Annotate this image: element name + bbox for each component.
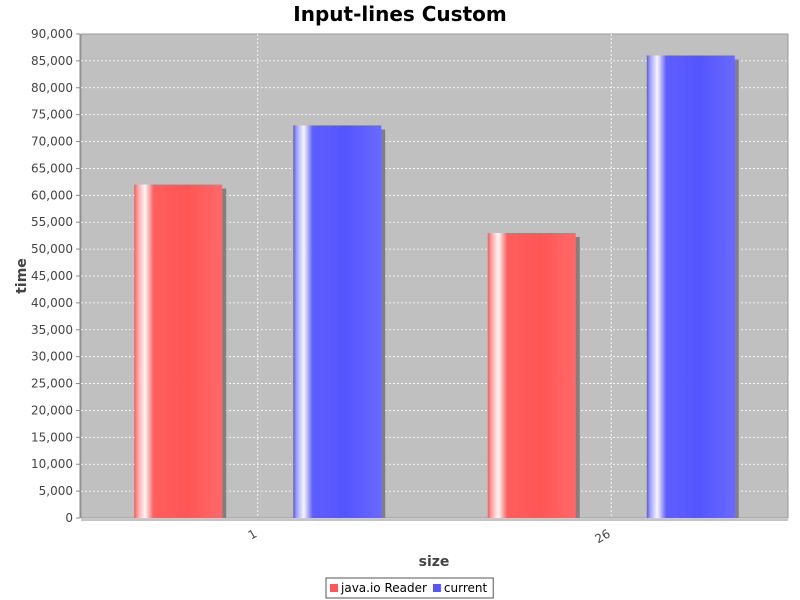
legend-box (325, 577, 494, 599)
y-tick-label: 50,000 (31, 242, 73, 256)
bars (134, 55, 739, 519)
bar-current-26 (646, 55, 735, 519)
x-axis: 1 26 (81, 519, 788, 546)
bar-java-io-reader-1 (134, 184, 223, 519)
y-axis-label: time (14, 258, 30, 294)
y-tick-label: 85,000 (31, 54, 73, 68)
legend-swatch-current (432, 584, 441, 592)
y-tick-label: 75,000 (31, 108, 73, 122)
legend: java.io Reader current (325, 577, 494, 599)
bar-current-1 (293, 125, 382, 518)
bar-java-io-reader-26 (487, 232, 576, 518)
x-axis-label: size (419, 554, 450, 570)
y-tick-label: 35,000 (31, 323, 73, 337)
x-tick-label: 26 (593, 526, 613, 546)
y-tick-label: 10,000 (31, 457, 73, 471)
legend-label-java-io-reader: java.io Reader (340, 581, 427, 595)
y-tick-label: 15,000 (31, 430, 73, 444)
y-tick-label: 0 (65, 511, 73, 525)
y-tick-label: 65,000 (31, 161, 73, 175)
y-tick-label: 20,000 (31, 403, 73, 417)
y-tick-label: 5,000 (39, 484, 73, 498)
y-tick-label: 25,000 (31, 377, 73, 391)
y-tick-label: 90,000 (31, 27, 73, 41)
legend-swatch-java-io-reader (330, 584, 338, 592)
y-axis: 0 5,000 10,000 15,000 20,000 25,000 30,000 35,0… (31, 27, 81, 525)
y-tick-label: 70,000 (31, 135, 73, 149)
y-tick-label: 60,000 (31, 188, 73, 202)
y-tick-label: 30,000 (31, 350, 73, 364)
y-tick-label: 40,000 (31, 296, 73, 310)
y-tick-label: 55,000 (31, 215, 73, 229)
legend-label-current: current (444, 581, 488, 595)
chart-title: Input-lines Custom (293, 2, 506, 26)
y-tick-label: 80,000 (31, 81, 73, 95)
x-tick-label: 1 (246, 526, 260, 542)
y-tick-label: 45,000 (31, 269, 73, 283)
